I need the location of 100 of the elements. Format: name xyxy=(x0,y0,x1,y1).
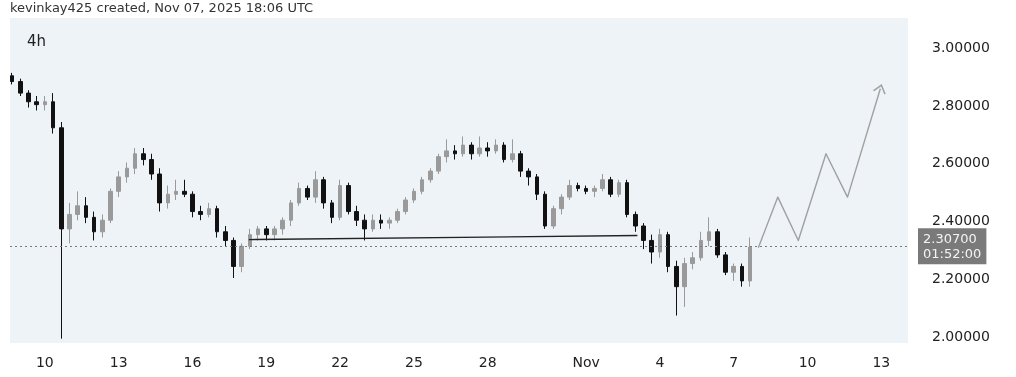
candlestick xyxy=(239,242,244,273)
candlestick xyxy=(600,173,605,192)
candlestick xyxy=(567,179,572,201)
candlestick xyxy=(182,179,187,198)
candlestick xyxy=(682,257,687,308)
x-tick-label: 4 xyxy=(655,354,665,370)
candlestick xyxy=(707,216,711,247)
candlestick xyxy=(75,190,80,221)
candlestick xyxy=(346,182,351,215)
candlestick xyxy=(674,260,679,317)
candlestick xyxy=(297,182,301,207)
y-tick-label: 3.00000 xyxy=(932,38,990,55)
candlestick xyxy=(330,199,334,224)
candlestick xyxy=(617,179,621,198)
candlestick xyxy=(526,167,531,187)
candlestick xyxy=(338,179,342,221)
candlestick xyxy=(305,185,310,201)
candlestick xyxy=(461,135,465,158)
x-tick-label: 22 xyxy=(331,354,349,370)
candlestick xyxy=(59,121,64,340)
candlestick xyxy=(67,202,72,244)
candlestick xyxy=(256,225,260,241)
candlestick xyxy=(157,167,162,213)
candlestick xyxy=(354,205,359,227)
y-tick-label: 2.00000 xyxy=(932,327,990,344)
candlestick xyxy=(469,141,474,161)
candlestick xyxy=(223,225,228,247)
x-tick-label: 13 xyxy=(109,354,128,370)
candlestick xyxy=(403,196,408,215)
x-tick-label: 10 xyxy=(798,354,817,370)
candlestick xyxy=(690,251,695,270)
candlestick xyxy=(395,208,400,224)
candlestick xyxy=(502,141,506,163)
candlestick xyxy=(625,179,629,218)
candlestick xyxy=(141,147,146,166)
candlestick xyxy=(100,213,105,239)
candlestick xyxy=(280,216,285,236)
candlestick xyxy=(420,176,424,195)
x-tick-label: 19 xyxy=(257,354,276,370)
candlestick xyxy=(84,196,88,224)
candlestick xyxy=(576,182,580,192)
candlestick xyxy=(321,176,326,210)
candlestick xyxy=(34,95,39,111)
candlestick xyxy=(723,251,728,276)
candlestick xyxy=(494,138,498,155)
y-tick-label: 2.80000 xyxy=(932,96,990,113)
candlestick xyxy=(387,216,392,230)
y-tick-label: 2.40000 xyxy=(932,212,990,229)
candlestick xyxy=(231,237,236,279)
candlestick xyxy=(485,141,490,158)
candlestick xyxy=(453,144,457,161)
candlestick xyxy=(510,138,515,163)
candlestick xyxy=(264,225,269,241)
candlestick xyxy=(166,185,170,210)
candlestick xyxy=(518,150,523,178)
candlestick xyxy=(699,231,703,262)
candlestick xyxy=(649,234,654,265)
candlestick xyxy=(207,202,211,218)
y-tick-label: 2.20000 xyxy=(932,270,990,286)
candlestick xyxy=(715,228,720,259)
candlestick xyxy=(608,176,613,198)
candlestick xyxy=(174,179,178,201)
candlestick xyxy=(108,187,113,224)
candlestick xyxy=(198,205,203,221)
candlestick xyxy=(658,228,662,259)
candlestick xyxy=(92,211,96,241)
candlestick xyxy=(641,222,646,250)
candlestick xyxy=(444,138,449,163)
candlestick xyxy=(535,173,539,201)
candlestick xyxy=(272,225,277,241)
x-tick-label: 13 xyxy=(872,354,891,370)
candlestick xyxy=(18,78,23,97)
text: 4h xyxy=(27,31,47,50)
candlestick xyxy=(412,187,416,204)
candlestick xyxy=(125,161,129,184)
candlestick xyxy=(477,135,482,158)
candlestick xyxy=(149,153,154,181)
x-tick-label: 7 xyxy=(729,354,739,370)
ref-line-label: 2.30700 01:52:00 xyxy=(923,231,982,262)
candlestick xyxy=(313,170,318,204)
candlestick xyxy=(379,213,383,230)
candlestick xyxy=(740,263,744,288)
x-tick-label: 28 xyxy=(478,354,497,370)
candlestick xyxy=(666,231,670,273)
candlestick xyxy=(543,190,547,230)
candlestick xyxy=(633,211,638,233)
candlestick xyxy=(731,263,736,282)
candlestick xyxy=(748,237,752,288)
y-tick-label: 2.60000 xyxy=(932,154,990,171)
x-tick-label: 10 xyxy=(35,354,54,370)
candlestick xyxy=(116,170,121,198)
x-tick-label: 25 xyxy=(404,354,423,370)
candlestick xyxy=(584,185,588,195)
candlestick xyxy=(592,185,597,198)
candlestick xyxy=(551,205,556,230)
text: kevinkay425 created, Nov 07, 2025 18:06 UTC xyxy=(10,0,314,15)
candlestick xyxy=(436,153,441,175)
candlestick xyxy=(133,147,137,175)
candlestick xyxy=(10,72,14,85)
candlestick xyxy=(190,190,195,218)
